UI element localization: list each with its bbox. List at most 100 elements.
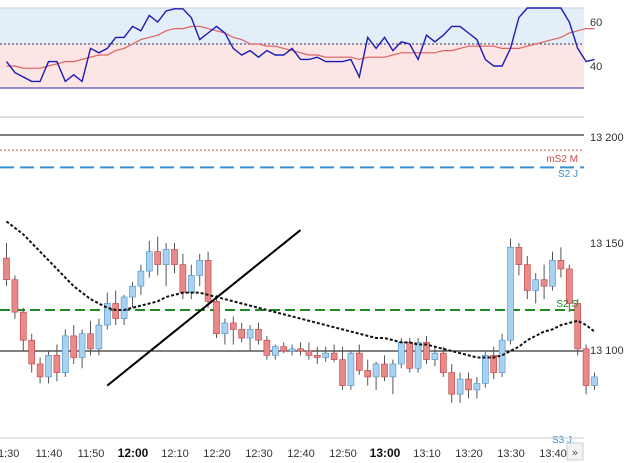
bullish-candle[interactable] [45, 351, 52, 384]
bearish-candle[interactable] [213, 294, 220, 339]
trendline-segment[interactable] [106, 229, 302, 387]
bearish-candle[interactable] [330, 344, 338, 362]
candle-body [104, 303, 111, 326]
candle-body [137, 270, 145, 287]
bearish-candle[interactable] [439, 346, 447, 377]
bearish-candle[interactable] [36, 357, 44, 384]
candle-body [389, 363, 397, 378]
bullish-candle[interactable] [414, 338, 422, 373]
bearish-candle[interactable] [53, 344, 61, 382]
candle-body [255, 329, 262, 341]
bullish-candle[interactable] [104, 292, 111, 330]
bearish-candle[interactable] [3, 243, 10, 287]
bullish-candle[interactable] [246, 325, 254, 351]
bearish-candle[interactable] [230, 316, 237, 345]
bullish-candle[interactable] [78, 329, 86, 369]
candle-body [414, 342, 422, 369]
bullish-candle[interactable] [196, 253, 203, 287]
bullish-candle[interactable] [347, 351, 355, 390]
bullish-candle[interactable] [322, 346, 330, 362]
bearish-candle[interactable] [515, 243, 523, 276]
moving-average [5, 220, 596, 359]
bearish-candle[interactable] [465, 372, 472, 399]
candle-body [221, 322, 229, 335]
price-tick-label: 13 100 [590, 345, 624, 357]
oscillator-panel [0, 7, 595, 89]
bullish-candle[interactable] [61, 329, 69, 377]
bullish-candle[interactable] [137, 264, 145, 295]
bullish-candle[interactable] [372, 361, 380, 390]
osc-tick-label: 60 [590, 17, 602, 29]
bullish-candle[interactable] [549, 251, 556, 291]
bearish-candle[interactable] [204, 251, 212, 308]
bearish-candle[interactable] [19, 307, 27, 351]
bearish-candle[interactable] [565, 264, 573, 313]
bullish-candle[interactable] [129, 281, 136, 308]
candle-body [45, 355, 52, 378]
candle-body [305, 350, 313, 356]
bullish-candle[interactable] [95, 318, 103, 356]
bearish-candle[interactable] [238, 322, 245, 343]
candle-body [280, 346, 288, 352]
bullish-candle[interactable] [389, 359, 397, 395]
bullish-candle[interactable] [591, 372, 598, 390]
bearish-candle[interactable] [490, 346, 498, 380]
bearish-candle[interactable] [448, 363, 456, 403]
bullish-candle[interactable] [188, 264, 195, 300]
bullish-candle[interactable] [431, 346, 439, 367]
bearish-candle[interactable] [280, 342, 288, 354]
candle-body [515, 247, 523, 265]
bearish-candle[interactable] [112, 290, 119, 326]
bearish-candle[interactable] [171, 243, 178, 274]
scroll-right-button[interactable]: » [566, 442, 584, 461]
bearish-candle[interactable] [87, 320, 94, 356]
horizontal-levels [0, 134, 584, 352]
bearish-candle[interactable] [70, 325, 77, 364]
bearish-candle[interactable] [263, 335, 271, 360]
bearish-candle[interactable] [381, 355, 388, 382]
osc-main-line [5, 7, 595, 83]
bearish-candle[interactable] [355, 344, 363, 375]
time-tick-label: 13:40 [539, 448, 567, 460]
bearish-candle[interactable] [339, 346, 346, 390]
candle-body [465, 378, 472, 391]
candle-body [238, 329, 245, 339]
bullish-candle[interactable] [221, 318, 229, 345]
candle-body [339, 359, 346, 386]
bearish-candle[interactable] [557, 247, 565, 278]
level-labels: mS2 M S2 J S2 S S3 J [546, 154, 578, 446]
bullish-candle[interactable] [271, 344, 279, 360]
bullish-candle[interactable] [532, 273, 540, 304]
candle-body [591, 376, 598, 386]
bearish-candle[interactable] [423, 335, 430, 364]
bullish-candle[interactable] [146, 240, 153, 278]
bullish-candle[interactable] [162, 243, 170, 287]
trendline[interactable] [106, 229, 302, 387]
moving-average-line [5, 220, 596, 359]
bearish-candle[interactable] [11, 275, 19, 319]
bearish-candle[interactable] [28, 333, 36, 373]
candle-body [565, 268, 573, 304]
bearish-candle[interactable] [297, 342, 304, 356]
candle-body [230, 322, 237, 330]
bullish-candle[interactable] [288, 344, 296, 356]
bearish-candle[interactable] [255, 322, 262, 345]
bearish-candle[interactable] [305, 342, 313, 360]
candle-body [397, 342, 405, 365]
level-label-s2-j: S2 J [558, 169, 578, 180]
bearish-candle[interactable] [582, 344, 590, 395]
bullish-candle[interactable] [507, 238, 514, 345]
bullish-candle[interactable] [473, 376, 481, 399]
bearish-candle[interactable] [540, 264, 548, 300]
candle-body [288, 348, 296, 352]
bearish-candle[interactable] [313, 346, 321, 364]
bullish-candle[interactable] [456, 372, 464, 403]
bearish-candle[interactable] [364, 359, 372, 386]
candle-body [179, 264, 187, 293]
bearish-candle[interactable] [574, 299, 582, 356]
bearish-candle[interactable] [523, 255, 531, 300]
bearish-candle[interactable] [154, 236, 161, 276]
candle-body [87, 333, 94, 350]
candle-body [347, 352, 355, 386]
